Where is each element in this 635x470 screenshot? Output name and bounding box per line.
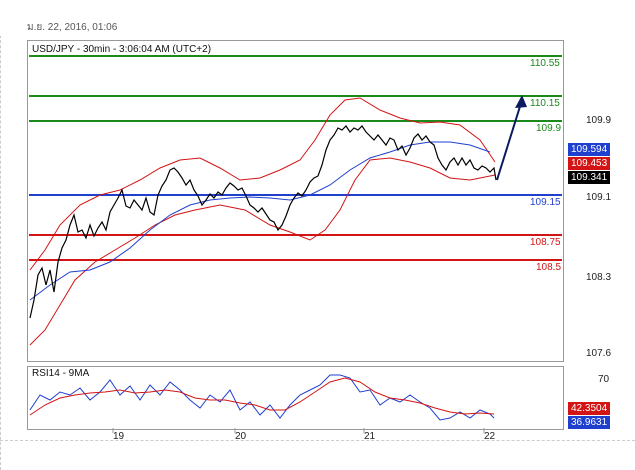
date-label-20: 20 <box>235 431 247 442</box>
rsi-ma-badge: 42.3504 <box>568 402 611 415</box>
bollinger-upper <box>29 97 496 271</box>
top-bar: ม.ย. 22, 2016, 01:06 <box>0 0 635 36</box>
price-axis-label: 108.3 <box>586 272 612 283</box>
date-label-19: 19 <box>113 431 125 442</box>
price-candles <box>29 125 497 319</box>
last-price-badge: 109.341 <box>568 171 611 184</box>
moving-average <box>29 141 491 301</box>
band-price-badge: 109.453 <box>568 157 611 170</box>
rsi-value-badge: 36.9631 <box>568 416 611 429</box>
date-label-21: 21 <box>364 431 376 442</box>
up-arrow-head <box>515 95 527 108</box>
price-axis-label: 109.9 <box>586 115 612 126</box>
bollinger-lower <box>29 157 496 346</box>
rsi-panel[interactable] <box>27 366 564 430</box>
up-arrow-line <box>496 99 523 181</box>
rsi-title: RSI14 - 9MA <box>32 368 90 379</box>
left-dashed-rule <box>0 0 2 470</box>
level-label-110-15: 110.15 <box>530 98 560 109</box>
date-label-22: 22 <box>484 431 496 442</box>
level-label-109-9: 109.9 <box>536 123 562 134</box>
ma-price-badge: 109.594 <box>568 143 611 156</box>
price-axis-label: 107.6 <box>586 348 612 359</box>
rsi-line <box>29 374 495 421</box>
rsi-ma-line <box>29 377 495 416</box>
level-label-109-15: 109.15 <box>530 197 561 208</box>
bottom-dashed-rule <box>0 440 635 442</box>
level-label-108-75: 108.75 <box>530 237 561 248</box>
level-label-108-5: 108.5 <box>536 262 562 273</box>
price-axis-label: 109.1 <box>586 192 612 203</box>
rsi-axis-label: 70 <box>598 374 610 385</box>
datetime-label: ม.ย. 22, 2016, 01:06 <box>27 22 118 33</box>
level-label-110-55: 110.55 <box>530 58 560 69</box>
chart-title: USD/JPY - 30min - 3:06:04 AM (UTC+2) <box>32 44 212 55</box>
